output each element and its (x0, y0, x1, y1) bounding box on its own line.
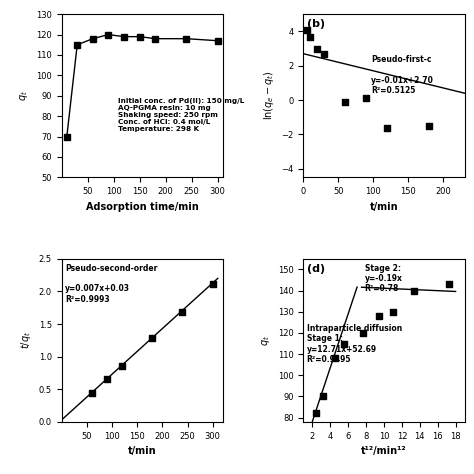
Point (410, 287, 418, 294)
Y-axis label: $t/q_t$: $t/q_t$ (19, 331, 33, 349)
Point (331, 355, 338, 362)
Text: Pseudo-first-c

y=-0.01x+2.70
R²=0.5125: Pseudo-first-c y=-0.01x+2.70 R²=0.5125 (371, 55, 434, 95)
Point (342, 98, 349, 106)
Point (103, 376, 111, 383)
Point (314, 46, 321, 53)
Point (383, 124, 391, 131)
Point (446, 281, 453, 288)
Text: (b): (b) (307, 19, 325, 29)
Point (303, 26, 310, 34)
Point (389, 308, 397, 316)
Point (360, 329, 367, 337)
Point (340, 340, 347, 347)
Point (118, 362, 126, 370)
Point (376, 312, 383, 320)
X-axis label: t/min: t/min (128, 446, 156, 456)
Point (209, 281, 217, 288)
Text: (d): (d) (307, 264, 325, 273)
X-axis label: Adsorption time/min: Adsorption time/min (86, 201, 199, 211)
Point (320, 50, 328, 57)
Text: Initial conc. of Pd(II): 150 mg/L
AQ-PGMA resin: 10 mg
Shaking speed: 250 rpm
Co: Initial conc. of Pd(II): 150 mg/L AQ-PGM… (118, 98, 244, 132)
Point (363, 94, 370, 102)
Y-axis label: $q_t$: $q_t$ (18, 90, 30, 101)
Text: Pseudo-second-order

y=0.007x+0.03
R²=0.9993: Pseudo-second-order y=0.007x+0.03 R²=0.9… (65, 264, 157, 304)
Text: Stage 2:
y=-0.19x
R²=0.78: Stage 2: y=-0.19x R²=0.78 (365, 264, 402, 293)
Point (319, 392, 327, 400)
Text: Intraparticle diffusion
Stage 1:
y=12.71x+52.69
R²=0.9495: Intraparticle diffusion Stage 1: y=12.71… (307, 324, 402, 364)
Y-axis label: $q_t$: $q_t$ (260, 335, 272, 346)
X-axis label: t¹²/min¹²: t¹²/min¹² (361, 446, 407, 456)
Y-axis label: $\ln(q_e-q_t)$: $\ln(q_e-q_t)$ (262, 71, 276, 120)
Point (88, 389, 96, 396)
Point (307, 33, 314, 40)
Point (148, 335, 156, 342)
Point (179, 308, 186, 315)
Point (312, 410, 319, 417)
Point (426, 122, 433, 129)
X-axis label: t/min: t/min (370, 201, 398, 211)
